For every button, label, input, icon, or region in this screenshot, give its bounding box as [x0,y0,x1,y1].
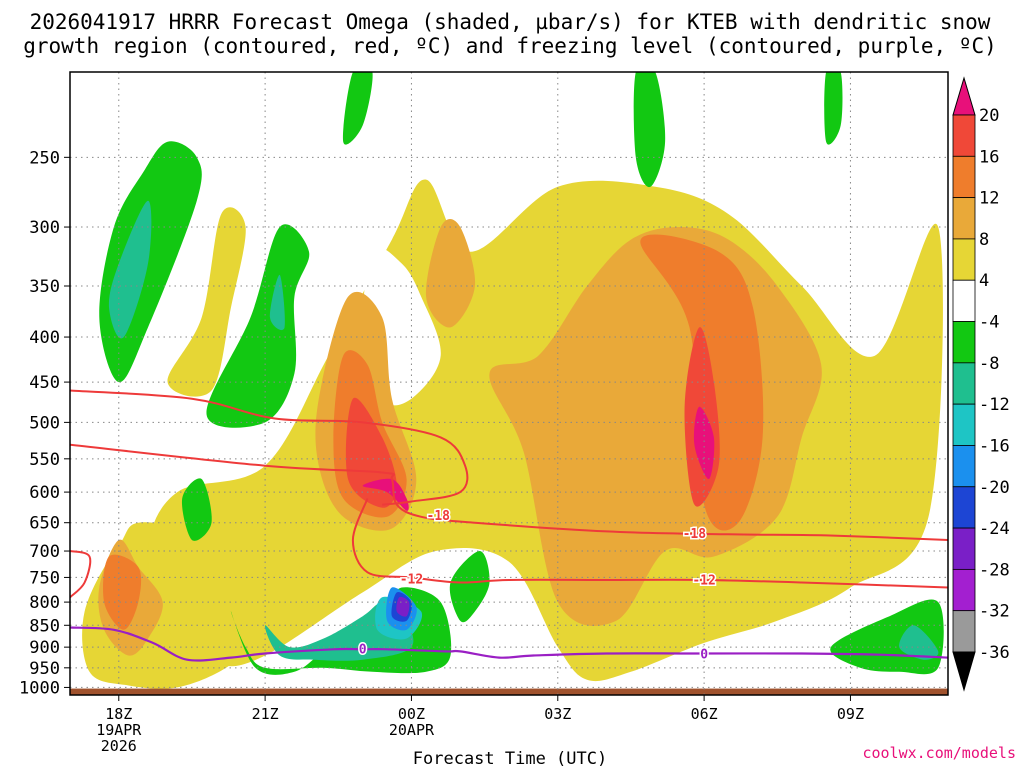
colorbar-swatch [952,321,976,364]
contour-label-dgz: -18 [683,527,707,542]
omega-8-12-upper [425,218,476,328]
x-tick-label: 00Z [398,705,425,723]
credit-text: coolwx.com/models [862,744,1016,762]
grid [70,72,948,695]
colorbar-swatch [952,155,976,199]
omega-neg-green-5 [633,72,666,188]
colorbar-label: -20 [979,478,1010,498]
colorbar-label: -24 [979,519,1010,539]
dgz-minus18-upper [70,389,469,506]
y-tick-label: 500 [29,413,60,433]
colorbar-label: 12 [979,189,999,209]
colorbar-label: 16 [979,147,999,167]
y-tick-label: 450 [29,373,60,393]
colorbar-swatch [952,403,976,446]
dgz-minus12-main [351,498,948,589]
freezing-level-0C [70,626,948,662]
colorbar-label: 8 [979,230,989,250]
dgz-minus18-main [70,443,948,541]
y-tick-label: 700 [29,542,60,562]
x-tick-label: 03Z [544,705,571,723]
x-tick-label: 2026 [101,737,137,755]
omega-neg-green-6 [824,72,843,145]
colorbar-label: -16 [979,436,1010,456]
contour-label-dgz: -18 [427,509,451,524]
y-tick-label: 900 [29,638,60,658]
x-tick-label: 18Z [105,705,132,723]
omega-20plus-mid [362,478,409,511]
colorbar-swatch [952,114,976,157]
colorbar-swatch [952,362,976,405]
omega-neg-green-4 [342,72,373,145]
y-tick-label: 750 [29,568,60,588]
contour-label-dgz: -12 [692,573,715,588]
colorbar-swatch [952,568,976,612]
colorbar-swatch [952,197,976,240]
x-tick-label: 19APR [96,721,142,739]
x-tick-label: 21Z [252,705,279,723]
omega-neg-green-3 [181,478,212,541]
colorbar-swatch [952,279,976,322]
plot-frame [69,71,949,696]
contour-label-freezing: 0 [700,647,708,662]
colorbar-swatch [952,527,976,570]
omega-20plus-right [693,406,715,480]
y-tick-label: 950 [29,659,60,679]
y-tick-label: 350 [29,277,60,297]
chart-title: 2026041917 HRRR Forecast Omega (shaded, … [23,10,997,58]
dgz-minus12-left [70,550,92,599]
chart-title-line-2: growth region (contoured, red, ºC) and f… [23,34,997,58]
colorbar-swatch [952,238,976,281]
x-tick-label: 09Z [837,705,864,723]
chart-title-line-1: 2026041917 HRRR Forecast Omega (shaded, … [30,10,991,34]
x-tick-label: 06Z [691,705,718,723]
y-tick-label: 300 [29,218,60,238]
colorbar-label: -4 [979,313,999,333]
y-tick-label: 1000 [19,678,60,698]
omega-4-8-left-tall [167,207,246,397]
omega-shading [70,72,948,695]
y-tick-label: 550 [29,450,60,470]
colorbar-label: -36 [979,643,1010,663]
colorbar-label: -8 [979,354,999,374]
y-tick-label: 850 [29,616,60,636]
colorbar-bottom-arrow [952,651,976,692]
omega-neg-teal-1 [108,200,152,339]
contour-labels: -18 -18 -12 -12 0 0 [357,507,717,663]
omega-neg-teal-4 [899,625,939,660]
contours [70,389,948,662]
colorbar-label: 4 [979,271,989,291]
colorbar-label: -28 [979,560,1010,580]
ground-strip [70,688,948,695]
omega-neg-green-2 [206,224,310,428]
plot-area: -18 -18 -12 -12 0 0 [69,71,949,696]
colorbar-swatch [952,610,976,653]
y-tick-label: 250 [29,148,60,168]
contour-label-dgz: -12 [400,572,423,587]
contour-label-freezing: 0 [359,642,367,657]
colorbar-label: -32 [979,602,1010,622]
colorbar-swatch [952,445,976,488]
colorbar-label: 20 [979,106,999,126]
y-axis: 2503003504004505005506006507007508008509… [19,148,70,698]
colorbar-swatch [952,486,976,529]
omega-neg-green-8 [449,551,490,623]
colorbar-top-arrow [952,76,976,116]
x-axis-label: Forecast Time (UTC) [413,749,607,768]
omega-neg-teal-2 [269,274,285,331]
y-tick-label: 800 [29,593,60,613]
x-tick-label: 20APR [389,721,435,739]
y-tick-label: 650 [29,514,60,534]
colorbar: 20 16 12 8 4 -4 -8 -12 -16 -20 -24 -28 -32 -36 [952,76,1010,692]
y-tick-label: 600 [29,483,60,503]
omega-12-16-left [103,554,142,630]
y-tick-label: 400 [29,328,60,348]
colorbar-label: -12 [979,395,1010,415]
